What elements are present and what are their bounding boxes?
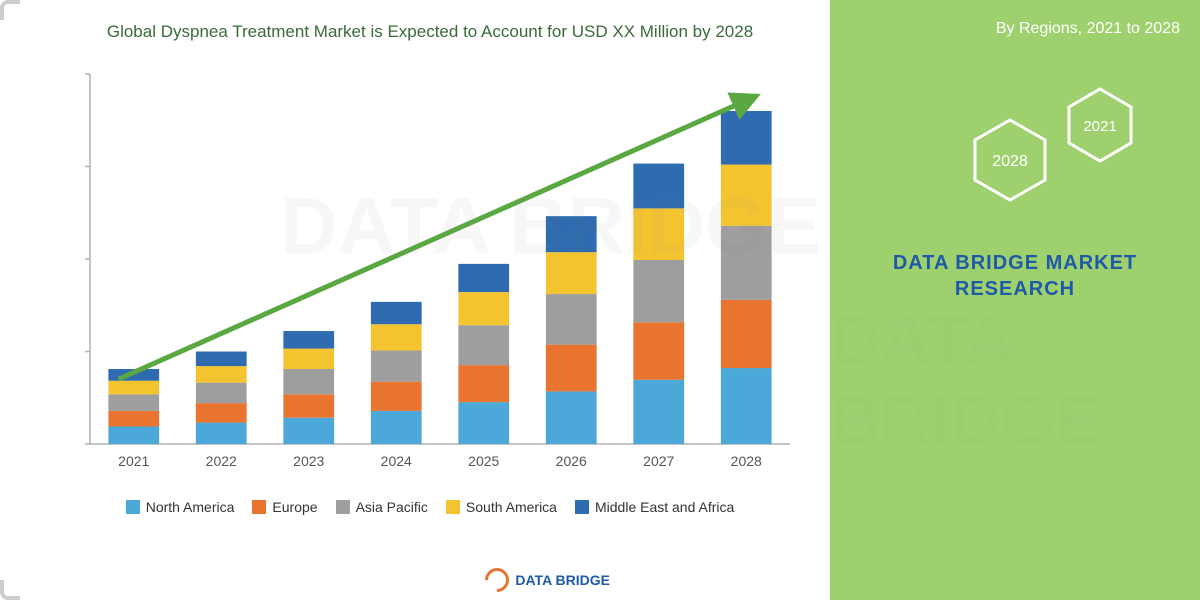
bar-segment [633,380,684,444]
hex-label-2021: 2021 [1083,118,1116,135]
legend-item: South America [446,499,557,515]
legend-swatch [336,500,350,514]
bar-segment [371,302,422,324]
legend-label: Europe [272,499,317,515]
bar-segment [458,264,509,292]
bar-segment [196,403,247,422]
bar-segment [283,348,334,368]
bar-segment [196,422,247,443]
x-axis-label: 2025 [468,453,499,469]
bar-segment [283,418,334,444]
bar-segment [196,382,247,402]
bottom-brand-logo: DATA BRIDGE [485,568,610,592]
bar-segment [108,394,159,411]
bar-segment [458,325,509,365]
bar-segment [546,344,597,391]
x-axis-label: 2021 [118,453,149,469]
x-axis-label: 2028 [731,453,762,469]
bar-segment [283,331,334,349]
bar-segment [371,324,422,350]
bar-segment [721,164,772,225]
bar-segment [458,292,509,325]
x-axis-label: 2023 [293,453,324,469]
side-panel: By Regions, 2021 to 2028 DATA BRIDGE 202… [830,0,1200,600]
bar-segment [721,226,772,300]
bar-segment [283,369,334,394]
bar-segment [458,402,509,444]
bottom-brand-text: DATA BRIDGE [515,572,610,588]
bar-segment [721,368,772,444]
legend-swatch [446,500,460,514]
bar-segment [633,163,684,208]
bar-segment [108,381,159,395]
legend-swatch [252,500,266,514]
bar-segment [371,350,422,381]
bar-segment [108,426,159,444]
logo-icon [480,563,514,597]
legend-swatch [126,500,140,514]
legend-label: North America [146,499,235,515]
bar-segment [633,260,684,322]
bar-segment [721,300,772,368]
x-axis-label: 2022 [206,453,237,469]
bar-segment [371,411,422,444]
bar-segment [721,111,772,165]
bar-segment [458,365,509,402]
legend-swatch [575,500,589,514]
chart-area: Global Dyspnea Treatment Market is Expec… [0,0,830,600]
bar-segment [108,411,159,427]
hexagon-badges: 2028 2021 [970,80,1170,240]
bar-segment [546,391,597,444]
bar-segment [283,394,334,417]
legend-item: Asia Pacific [336,499,428,515]
brand-text: DATA BRIDGE MARKET RESEARCH [830,250,1200,302]
x-axis-label: 2026 [556,453,587,469]
chart-title: Global Dyspnea Treatment Market is Expec… [60,20,800,44]
legend-item: Middle East and Africa [575,499,734,515]
bar-segment [633,208,684,260]
side-title: By Regions, 2021 to 2028 [850,20,1180,38]
bar-segment [196,351,247,366]
x-axis-label: 2024 [381,453,412,469]
x-axis-label: 2027 [643,453,674,469]
hex-label-2028: 2028 [992,153,1028,170]
legend-label: South America [466,499,557,515]
stacked-bar-chart: 2021 2022 2023 2024 2025 2026 2027 2028 [60,54,800,484]
watermark-text-side: DATA BRIDGE [830,300,1140,460]
chart-legend: North America Europe Asia Pacific South Ame… [60,499,800,515]
bar-segment [196,366,247,383]
bar-segment [546,216,597,252]
bar-segment [633,322,684,379]
main-container: Global Dyspnea Treatment Market is Expec… [0,0,1200,600]
bar-segment [546,294,597,345]
legend-label: Asia Pacific [356,499,428,515]
legend-label: Middle East and Africa [595,499,734,515]
bar-segment [371,381,422,410]
legend-item: North America [126,499,235,515]
legend-item: Europe [252,499,317,515]
bar-segment [546,252,597,294]
